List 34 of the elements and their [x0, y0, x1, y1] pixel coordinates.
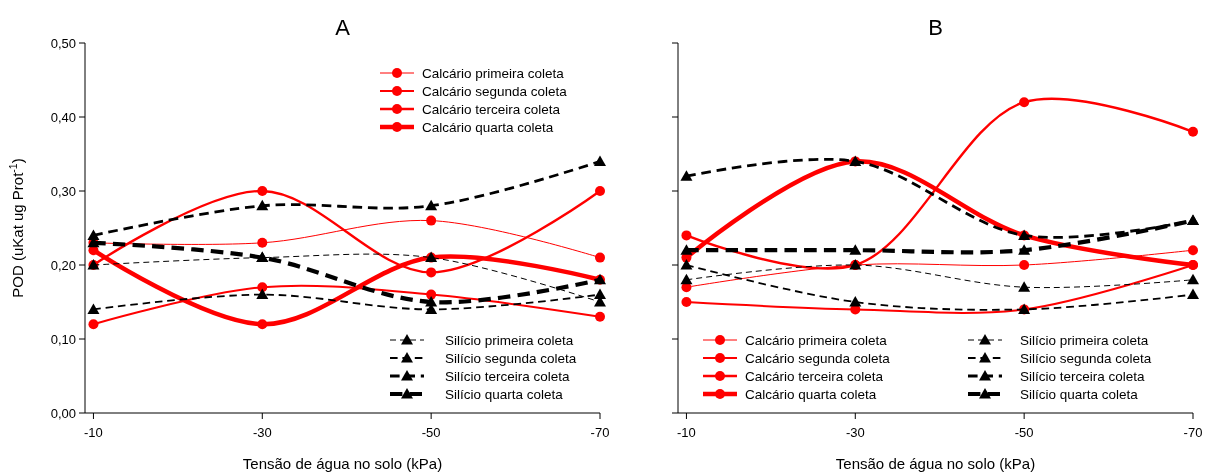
legend-label: Silício quarta coleta	[1020, 387, 1139, 402]
x-tick-label: -30	[252, 425, 272, 440]
legend-label: Calcário primeira coleta	[422, 66, 565, 81]
legend-label: Calcário terceira coleta	[422, 102, 561, 117]
chart-title: B	[928, 15, 943, 40]
legend-label: Calcário terceira coleta	[745, 369, 884, 384]
legend-label: Silício quarta coleta	[445, 387, 564, 402]
y-tick-label: 0,30	[50, 183, 76, 199]
legend-label: Calcário quarta coleta	[745, 387, 877, 402]
x-tick-label: -30	[845, 425, 865, 440]
x-tick-label: -50	[1014, 425, 1034, 440]
y-tick-label: 0,50	[50, 35, 76, 51]
legend-label: Calcário quarta coleta	[422, 120, 554, 135]
legend-label: Calcário primeira coleta	[745, 333, 888, 348]
legend-label: Silício segunda coleta	[1020, 351, 1152, 366]
y-tick-label: 0,10	[50, 331, 76, 347]
legend-label: Silício terceira coleta	[1020, 369, 1146, 384]
x-axis-title: Tensão de água no solo (kPa)	[242, 455, 443, 472]
legend-label: Silício terceira coleta	[445, 369, 571, 384]
legend-label: Silício primeira coleta	[1020, 333, 1149, 348]
legend-label: Calcário segunda coleta	[745, 351, 891, 366]
x-tick-label: -10	[84, 425, 103, 440]
y-tick-label: 0,00	[50, 405, 76, 421]
x-tick-label: -10	[677, 425, 696, 440]
y-tick-label: 0,40	[50, 109, 76, 125]
x-axis-title: Tensão de água no solo (kPa)	[835, 455, 1036, 472]
legend-label: Calcário segunda coleta	[422, 84, 568, 99]
legend-label: Silício primeira coleta	[445, 333, 574, 348]
x-tick-label: -70	[590, 425, 610, 440]
legend-label: Silício segunda coleta	[445, 351, 577, 366]
y-tick-label: 0,20	[50, 257, 76, 273]
chart-title: A	[335, 15, 351, 40]
x-tick-label: -70	[1183, 425, 1203, 440]
x-tick-label: -50	[421, 425, 441, 440]
